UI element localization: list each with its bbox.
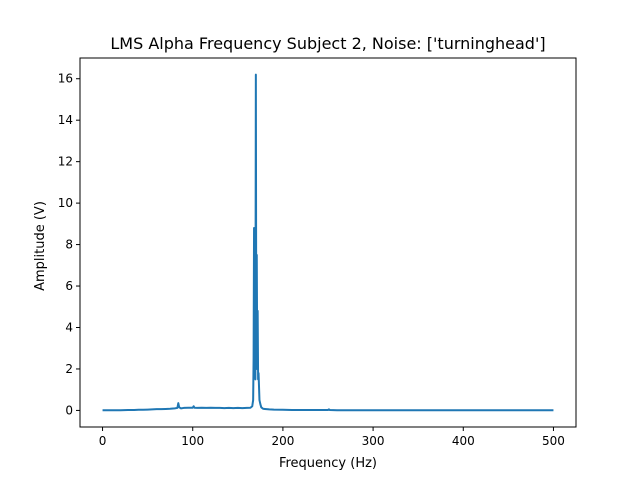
x-tick-label: 200 (271, 434, 294, 448)
y-tick-label: 2 (65, 362, 73, 376)
x-tick-label: 400 (452, 434, 475, 448)
x-tick-label: 0 (99, 434, 107, 448)
y-tick-label: 14 (58, 113, 73, 127)
x-tick-label: 500 (542, 434, 565, 448)
y-axis-label: Amplitude (V) (33, 201, 48, 291)
y-axis-ticks: 0 2 4 6 8 10 12 14 16 (58, 72, 80, 417)
x-tick-label: 100 (181, 434, 204, 448)
x-axis-label: Frequency (Hz) (279, 456, 377, 471)
series-line-0 (102, 73, 554, 412)
x-tick-label: 300 (362, 434, 385, 448)
y-tick-label: 16 (58, 72, 73, 86)
plot-frame (79, 57, 577, 428)
y-tick-label: 12 (58, 155, 73, 169)
y-tick-label: 8 (65, 238, 73, 252)
chart-title: LMS Alpha Frequency Subject 2, Noise: ['… (110, 34, 545, 53)
y-tick-label: 10 (58, 196, 73, 210)
plot-area (102, 73, 554, 412)
y-tick-label: 4 (65, 320, 73, 334)
y-tick-label: 6 (65, 279, 73, 293)
x-axis-ticks: 0 100 200 300 400 500 (99, 427, 565, 448)
y-tick-label: 0 (65, 403, 73, 417)
